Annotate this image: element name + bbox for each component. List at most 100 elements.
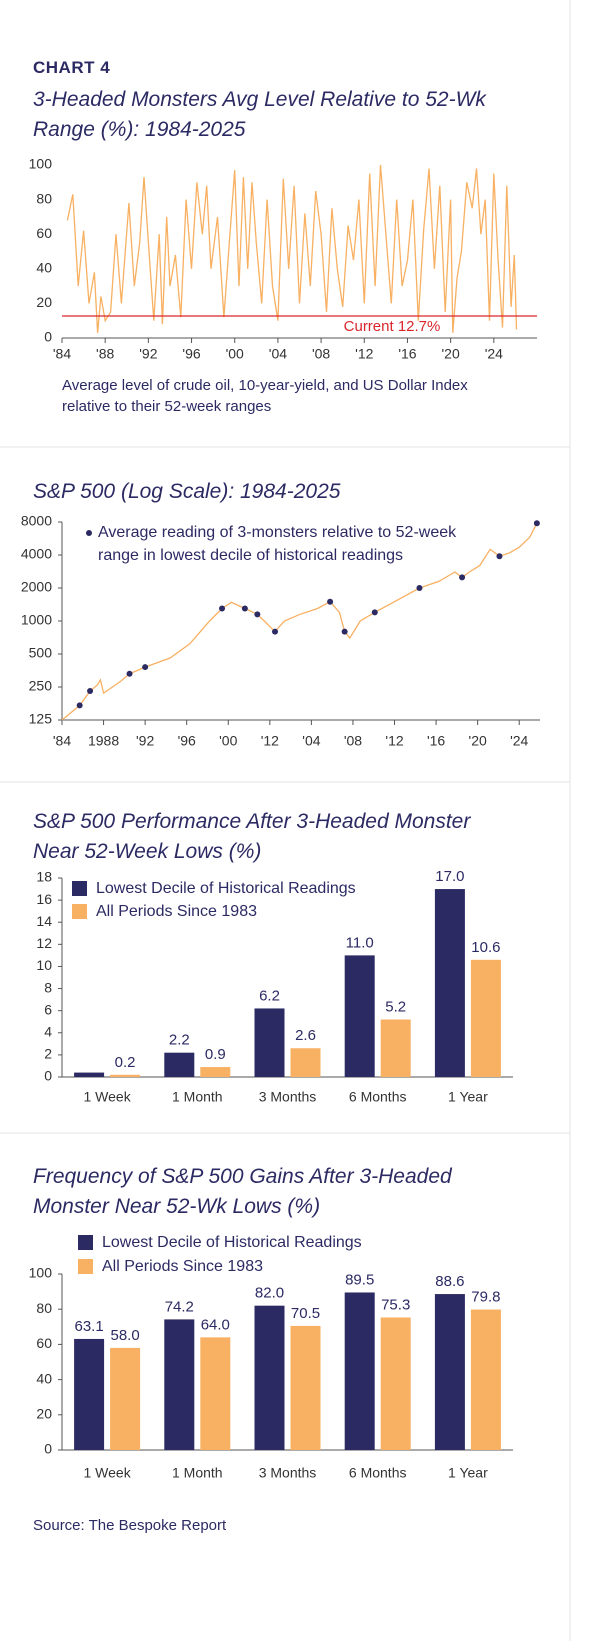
- x-tick-label: '08: [312, 346, 330, 362]
- value-label: 2.6: [295, 1027, 316, 1044]
- highlight-point: [533, 520, 540, 527]
- x-tick-label: 1988: [88, 733, 119, 749]
- bar: [434, 889, 465, 1077]
- y-tick-label: 10: [36, 957, 52, 973]
- legend-label: All Periods Since 1983: [102, 1258, 263, 1275]
- value-label: 5.2: [385, 998, 406, 1015]
- x-tick-label: 3 Months: [259, 1465, 317, 1481]
- y-tick-label: 6: [44, 1001, 52, 1017]
- x-tick-label: '96: [178, 733, 196, 749]
- value-label: 70.5: [291, 1305, 320, 1322]
- x-tick-label: '84: [53, 733, 71, 749]
- x-tick-label: '96: [182, 346, 200, 362]
- x-tick-label: '16: [398, 346, 416, 362]
- y-tick-label: 80: [36, 190, 52, 206]
- chart-title: S&P 500 Performance After 3-Headed Monst…: [33, 810, 471, 863]
- y-tick-label: 60: [36, 225, 52, 241]
- highlight-point: [496, 553, 503, 560]
- y-tick-label: 500: [29, 645, 53, 661]
- x-tick-label: 3 Months: [259, 1089, 317, 1105]
- value-label: 17.0: [435, 868, 464, 885]
- x-tick-label: '12: [261, 733, 279, 749]
- y-tick-label: 16: [36, 891, 52, 907]
- bar: [200, 1067, 231, 1077]
- x-tick-label: '84: [53, 346, 71, 362]
- bar: [470, 1309, 501, 1450]
- y-tick-label: 8000: [21, 513, 52, 529]
- y-tick-label: 40: [36, 260, 52, 276]
- x-tick-label: '20: [469, 733, 487, 749]
- bar: [344, 1292, 375, 1450]
- y-tick-label: 100: [29, 156, 53, 172]
- highlight-point: [341, 628, 348, 635]
- bar: [344, 955, 375, 1077]
- x-tick-label: '88: [96, 346, 114, 362]
- y-tick-label: 0: [44, 1441, 52, 1457]
- bar: [110, 1074, 141, 1077]
- y-tick-label: 4: [44, 1023, 52, 1039]
- value-label: 63.1: [74, 1318, 103, 1335]
- legend-marker: [86, 530, 92, 536]
- value-label: 0.2: [115, 1054, 136, 1071]
- bar: [254, 1008, 285, 1077]
- value-label: 6.2: [259, 987, 280, 1004]
- y-tick-label: 40: [36, 1370, 52, 1386]
- highlight-point: [241, 605, 248, 612]
- bar: [164, 1319, 195, 1450]
- legend-label: Lowest Decile of Historical Readings: [96, 880, 356, 897]
- y-tick-label: 2000: [21, 579, 52, 595]
- y-tick-label: 20: [36, 294, 52, 310]
- data-line: [66, 164, 518, 333]
- x-tick-label: 1 Year: [448, 1089, 488, 1105]
- x-tick-label: 1 Week: [83, 1089, 131, 1105]
- x-tick-label: '92: [136, 733, 154, 749]
- x-tick-label: '16: [427, 733, 445, 749]
- legend-label: Average reading of 3-monsters relative t…: [98, 524, 457, 564]
- chart-title: 3-Headed Monsters Avg Level Relative to …: [33, 88, 486, 141]
- data-line: [61, 522, 538, 721]
- bar: [290, 1048, 321, 1077]
- value-label: 75.3: [381, 1296, 410, 1313]
- value-label: 2.2: [169, 1032, 190, 1049]
- value-label: 11.0: [346, 934, 374, 951]
- highlight-point: [371, 609, 378, 616]
- value-label: 64.0: [201, 1316, 230, 1333]
- y-tick-label: 18: [36, 869, 52, 885]
- source: Source: The Bespoke Report: [33, 1517, 227, 1534]
- bar: [290, 1325, 321, 1450]
- value-label: 79.8: [471, 1289, 500, 1306]
- bar: [254, 1305, 285, 1450]
- x-tick-label: '08: [344, 733, 362, 749]
- highlight-point: [459, 574, 466, 581]
- y-tick-label: 20: [36, 1406, 52, 1422]
- legend-label: All Periods Since 1983: [96, 903, 257, 920]
- x-tick-label: 1 Month: [172, 1089, 223, 1105]
- y-tick-label: 12: [36, 935, 52, 951]
- x-tick-label: 6 Months: [349, 1465, 407, 1481]
- x-tick-label: '24: [510, 733, 528, 749]
- y-tick-label: 8: [44, 979, 52, 995]
- x-tick-label: '00: [219, 733, 237, 749]
- x-tick-label: '24: [485, 346, 503, 362]
- y-tick-label: 4000: [21, 546, 52, 562]
- highlight-point: [76, 702, 83, 709]
- highlight-point: [219, 605, 226, 612]
- x-tick-label: '12: [355, 346, 373, 362]
- x-tick-label: 6 Months: [349, 1089, 407, 1105]
- x-tick-label: 1 Month: [172, 1465, 223, 1481]
- legend-swatch: [78, 1259, 93, 1274]
- y-tick-label: 250: [29, 678, 53, 694]
- y-tick-label: 100: [29, 1265, 53, 1281]
- header: CHART 4: [33, 58, 111, 77]
- value-label: 0.9: [205, 1046, 226, 1063]
- y-tick-label: 0: [44, 329, 52, 345]
- x-tick-label: '00: [226, 346, 244, 362]
- x-tick-label: 1 Year: [448, 1465, 488, 1481]
- value-label: 10.6: [471, 939, 500, 956]
- highlight-point: [272, 628, 279, 635]
- chart-title: S&P 500 (Log Scale): 1984-2025: [33, 480, 341, 503]
- x-tick-label: '20: [442, 346, 460, 362]
- reference-label: Current 12.7%: [344, 318, 441, 335]
